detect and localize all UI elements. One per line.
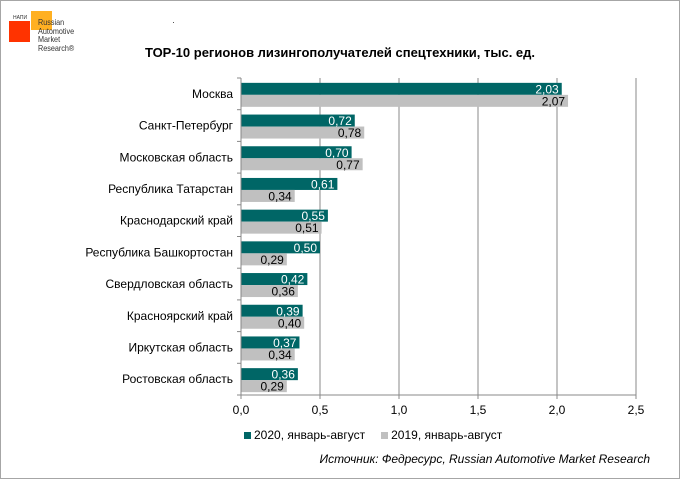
category-label: Республика Татарстан [108, 182, 233, 196]
data-label-2019: 0,29 [260, 253, 284, 267]
bar-2020 [241, 114, 355, 127]
bar-2019 [241, 94, 569, 107]
bar-2020 [241, 336, 300, 349]
data-label-2019: 0,77 [336, 158, 360, 172]
category-label: Москва [192, 87, 233, 101]
x-tick-label: 2,5 [628, 403, 645, 417]
category-label: Иркутская область [129, 340, 234, 354]
logo-orange-square [31, 11, 52, 30]
legend: 2020, январь-август 2019, январь-август [244, 428, 502, 442]
logo-line: Research® [38, 43, 75, 54]
data-label-2019: 0,34 [268, 189, 292, 203]
bar-2020 [241, 273, 308, 286]
data-label-2020: 0,39 [276, 304, 300, 318]
category-label: Свердловская область [106, 277, 233, 291]
bar-2020 [241, 209, 328, 222]
bar-2019 [241, 158, 363, 171]
category-label: Краснодарский край [120, 214, 233, 228]
category-label: Республика Башкортостан [85, 245, 233, 259]
bar-2019 [241, 189, 295, 202]
bar-2019 [241, 380, 287, 393]
data-label-2020: 0,55 [302, 209, 326, 223]
data-label-2019: 0,51 [295, 221, 319, 235]
logo: НАПИ Russian Automotive Market Research® [8, 9, 88, 63]
bar-2019 [241, 348, 295, 361]
x-tick-label: 2,0 [549, 403, 566, 417]
data-label-2019: 0,34 [268, 348, 292, 362]
x-tick-label: 0,5 [312, 403, 329, 417]
data-label-2019: 0,78 [338, 126, 362, 140]
legend-item-2019: 2019, январь-август [381, 428, 502, 442]
bar-2019 [241, 316, 305, 329]
source-note: Источник: Федресурс, Russian Automotive … [319, 452, 650, 466]
data-label-2020: 0,61 [311, 177, 335, 191]
bar-2019 [241, 285, 298, 298]
logo-red-square [9, 21, 30, 42]
data-label-2020: 0,36 [272, 368, 296, 382]
category-label: Московская область [119, 150, 233, 164]
legend-swatch-2020 [244, 431, 251, 439]
bar-2020 [241, 304, 303, 317]
category-label: Ростовская область [122, 372, 233, 386]
data-label-2020: 0,70 [325, 146, 349, 160]
data-label-2020: 0,37 [273, 336, 297, 350]
data-label-2019: 0,29 [260, 380, 284, 394]
data-label-2019: 2,07 [542, 94, 566, 108]
x-tick-label: 1,0 [391, 403, 408, 417]
bar-2019 [241, 126, 365, 139]
data-label-2020: 0,72 [328, 114, 352, 128]
data-label-2019: 0,36 [272, 285, 296, 299]
logo-text: Russian Automotive Market Research® [38, 18, 74, 53]
logo-line: Russian [38, 17, 65, 27]
bar-2020 [241, 368, 298, 381]
bar-2020 [241, 82, 562, 95]
bar-2019 [241, 221, 322, 234]
x-tick-label: 1,5 [470, 403, 487, 417]
bar-2020 [241, 177, 338, 190]
logo-line: Automotive [38, 25, 75, 36]
data-label-2020: 2,03 [535, 82, 559, 96]
stray-dot [173, 22, 174, 23]
bar-2019 [241, 253, 287, 266]
data-label-2019: 0,40 [278, 316, 302, 330]
x-tick-label: 0,0 [233, 403, 250, 417]
chart-title: ТОР-10 регионов лизингополучателей спецт… [144, 45, 536, 60]
category-label: Красноярский край [127, 309, 233, 323]
bar-2020 [241, 241, 320, 254]
logo-line: Market [38, 34, 61, 45]
legend-label-2019: 2019, январь-август [391, 428, 503, 442]
bar-2020 [241, 146, 352, 159]
category-label: Санкт-Петербург [139, 119, 234, 133]
legend-swatch-2019 [381, 431, 389, 439]
legend-label-2020: 2020, январь-август [254, 428, 366, 442]
legend-item-2020: 2020, январь-август [244, 428, 365, 442]
data-label-2020: 0,50 [294, 241, 318, 255]
data-label-2020: 0,42 [281, 273, 305, 287]
logo-small-label: НАПИ [13, 15, 28, 21]
